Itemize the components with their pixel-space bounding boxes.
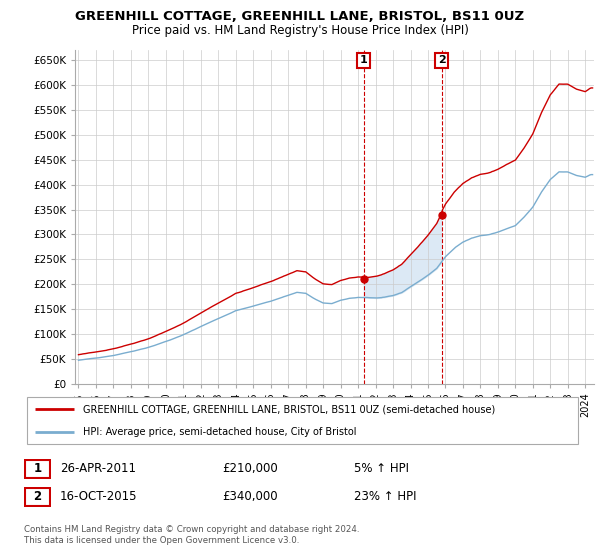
Text: 16-OCT-2015: 16-OCT-2015	[60, 490, 137, 503]
Text: Price paid vs. HM Land Registry's House Price Index (HPI): Price paid vs. HM Land Registry's House …	[131, 24, 469, 37]
Text: 26-APR-2011: 26-APR-2011	[60, 462, 136, 475]
FancyBboxPatch shape	[25, 460, 50, 478]
Text: £210,000: £210,000	[222, 462, 278, 475]
FancyBboxPatch shape	[25, 488, 50, 506]
Text: Contains HM Land Registry data © Crown copyright and database right 2024.
This d: Contains HM Land Registry data © Crown c…	[24, 525, 359, 545]
Text: 2: 2	[34, 490, 41, 503]
FancyBboxPatch shape	[27, 397, 578, 444]
Text: 1: 1	[34, 462, 41, 475]
Text: £340,000: £340,000	[222, 490, 278, 503]
Text: 5% ↑ HPI: 5% ↑ HPI	[354, 462, 409, 475]
Text: 23% ↑ HPI: 23% ↑ HPI	[354, 490, 416, 503]
Text: GREENHILL COTTAGE, GREENHILL LANE, BRISTOL, BS11 0UZ: GREENHILL COTTAGE, GREENHILL LANE, BRIST…	[76, 10, 524, 23]
Text: GREENHILL COTTAGE, GREENHILL LANE, BRISTOL, BS11 0UZ (semi-detached house): GREENHILL COTTAGE, GREENHILL LANE, BRIST…	[83, 404, 495, 414]
Text: 2: 2	[438, 55, 446, 66]
Text: 1: 1	[360, 55, 368, 66]
Text: HPI: Average price, semi-detached house, City of Bristol: HPI: Average price, semi-detached house,…	[83, 427, 356, 437]
